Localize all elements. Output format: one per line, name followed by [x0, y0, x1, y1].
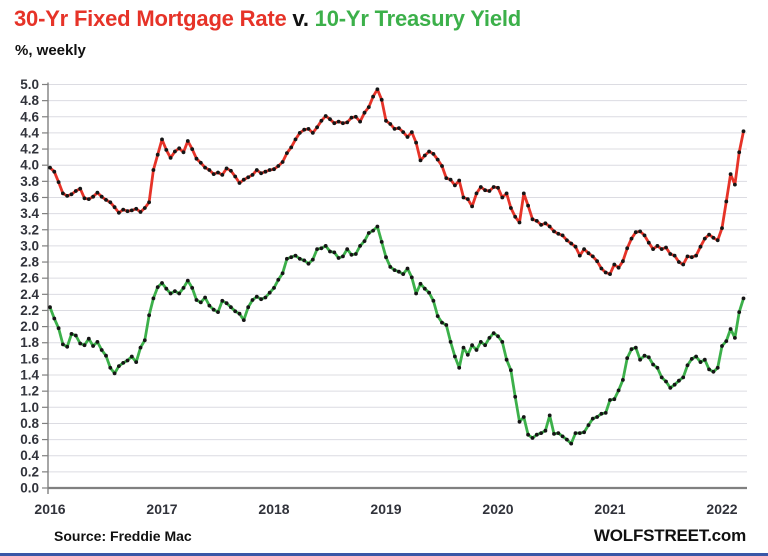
chart-title: 30-Yr Fixed Mortgage Rate v. 10-Yr Treas… — [14, 6, 521, 32]
svg-text:2017: 2017 — [146, 501, 177, 517]
svg-text:1.0: 1.0 — [20, 400, 39, 415]
svg-text:1.4: 1.4 — [20, 368, 39, 383]
svg-text:2019: 2019 — [370, 501, 401, 517]
svg-text:0.8: 0.8 — [20, 416, 39, 431]
svg-text:3.0: 3.0 — [20, 238, 39, 253]
title-treasury-part: 10-Yr Treasury Yield — [314, 6, 522, 31]
treasury-yield-markers — [48, 224, 746, 446]
svg-text:2018: 2018 — [258, 501, 289, 517]
svg-text:2.0: 2.0 — [20, 319, 39, 334]
svg-text:4.0: 4.0 — [20, 158, 39, 173]
svg-text:0.0: 0.0 — [20, 481, 39, 496]
svg-text:2022: 2022 — [706, 501, 737, 517]
title-separator: v. — [286, 6, 315, 31]
axis-lines — [47, 82, 747, 494]
svg-text:0.2: 0.2 — [20, 464, 39, 479]
svg-text:3.4: 3.4 — [20, 206, 39, 221]
svg-text:2.4: 2.4 — [20, 287, 39, 302]
svg-text:5.0: 5.0 — [20, 77, 39, 92]
svg-text:4.2: 4.2 — [20, 142, 39, 157]
x-axis-tick-labels: 2016 2017 2018 2019 2020 2021 2022 — [34, 501, 737, 517]
svg-text:3.8: 3.8 — [20, 174, 39, 189]
bottom-rule — [0, 553, 768, 556]
svg-text:2020: 2020 — [482, 501, 513, 517]
svg-text:2021: 2021 — [594, 501, 625, 517]
svg-text:3.2: 3.2 — [20, 222, 39, 237]
y-axis-ticks — [42, 83, 48, 489]
y-gridlines — [48, 84, 747, 473]
treasury-yield-line — [48, 225, 745, 446]
svg-text:0.6: 0.6 — [20, 432, 39, 447]
y-axis-tick-labels: 0.00.20.40.60.81.01.21.41.61.82.02.22.42… — [20, 77, 39, 496]
brand-label: WOLFSTREET.com — [593, 526, 746, 545]
svg-text:2016: 2016 — [34, 501, 65, 517]
svg-text:2.6: 2.6 — [20, 271, 39, 286]
svg-text:2.2: 2.2 — [20, 303, 39, 318]
svg-text:4.8: 4.8 — [20, 93, 39, 108]
mortgage-rate-markers — [48, 87, 746, 276]
svg-text:1.8: 1.8 — [20, 335, 39, 350]
svg-text:4.4: 4.4 — [20, 125, 39, 140]
svg-text:2.8: 2.8 — [20, 255, 39, 270]
title-mortgage-part: 30-Yr Fixed Mortgage Rate — [14, 6, 287, 31]
source-label: Source: Freddie Mac — [54, 528, 192, 544]
chart-units-label: %, weekly — [15, 42, 86, 59]
svg-text:4.6: 4.6 — [20, 109, 39, 124]
svg-text:1.2: 1.2 — [20, 384, 39, 399]
svg-text:1.6: 1.6 — [20, 351, 39, 366]
svg-text:3.6: 3.6 — [20, 190, 39, 205]
svg-text:0.4: 0.4 — [20, 448, 39, 463]
